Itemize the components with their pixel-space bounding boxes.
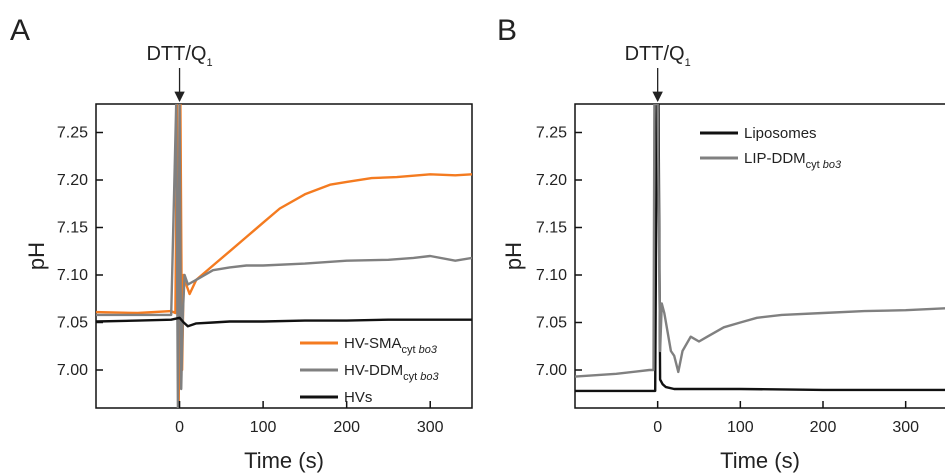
y-tick-label-a-2: 7.10 (57, 267, 88, 284)
panel-b-letter: B (497, 14, 517, 47)
x-tick-label-a-0: 0 (175, 419, 184, 436)
y-tick-label-b-1: 7.05 (536, 315, 567, 332)
x-tick-label-b-3: 300 (892, 419, 919, 436)
y-tick-label-a-3: 7.15 (57, 220, 88, 237)
panel-a: A 0 100 200 300 7.00 7.05 7.10 7.15 7.20 7.25 DTT… (10, 14, 473, 473)
y-tick-label-b-0: 7.00 (536, 362, 567, 379)
series-line-a-hv-ddm (96, 104, 472, 408)
y-tick-label-b-2: 7.10 (536, 267, 567, 284)
panel-a-ticks-layer: 0 100 200 300 7.00 7.05 7.10 7.15 7.20 7.25 (57, 125, 444, 437)
panel-a-letter: A (10, 14, 30, 47)
x-tick-label-a-1: 100 (250, 419, 277, 436)
panel-b-x-axis-title: Time (s) (720, 448, 800, 473)
panel-a-plot-frame (95, 103, 473, 409)
series-line-b-lip-ddm (575, 104, 945, 378)
panel-b-series-layer (575, 104, 945, 393)
series-line-b-liposomes (575, 104, 945, 393)
x-tick-label-b-2: 200 (810, 419, 837, 436)
x-tick-label-a-3: 300 (417, 419, 444, 436)
panel-b-annotation: DTT/Q1 (625, 43, 691, 103)
legend-label-b-0: Liposomes (744, 125, 817, 142)
panel-b-legend: Liposomes LIP-DDMcyt bo3 (700, 125, 842, 171)
y-tick-label-a-1: 7.05 (57, 315, 88, 332)
y-tick-label-b-5: 7.25 (536, 125, 567, 142)
panel-a-x-axis-title: Time (s) (244, 448, 324, 473)
legend-label-a-2: HVs (344, 389, 372, 406)
annotation-label-b: DTT/Q1 (625, 43, 691, 69)
legend-label-a-0: HV-SMAcyt bo3 (344, 335, 438, 356)
panel-a-series-layer (96, 104, 472, 408)
series-line-a-hvs (96, 316, 472, 328)
panel-b: B 0 100 200 300 7.00 7.05 7.10 7.15 7.20 7.25 DTT… (497, 14, 945, 473)
x-tick-label-b-0: 0 (653, 419, 662, 436)
series-line-a-hv-sma (96, 104, 472, 408)
panel-b-ticks-layer: 0 100 200 300 7.00 7.05 7.10 7.15 7.20 7.25 (536, 125, 919, 437)
panel-a-annotation: DTT/Q1 (146, 43, 213, 103)
y-tick-label-a-5: 7.25 (57, 125, 88, 142)
y-tick-label-a-0: 7.00 (57, 362, 88, 379)
annotation-label-a: DTT/Q1 (146, 43, 212, 69)
legend-label-b-1: LIP-DDMcyt bo3 (744, 150, 842, 171)
x-tick-label-a-2: 200 (333, 419, 360, 436)
legend-label-a-1: HV-DDMcyt bo3 (344, 362, 440, 383)
y-tick-label-b-3: 7.15 (536, 220, 567, 237)
x-tick-label-b-1: 100 (727, 419, 754, 436)
panel-b-plot-frame (574, 103, 945, 409)
y-tick-label-b-4: 7.20 (536, 172, 567, 189)
panel-b-y-axis-title: pH (501, 242, 526, 270)
panel-a-y-axis-title: pH (24, 242, 49, 270)
panel-a-legend: HV-SMAcyt bo3 HV-DDMcyt bo3 HVs (300, 335, 440, 406)
y-tick-label-a-4: 7.20 (57, 172, 88, 189)
